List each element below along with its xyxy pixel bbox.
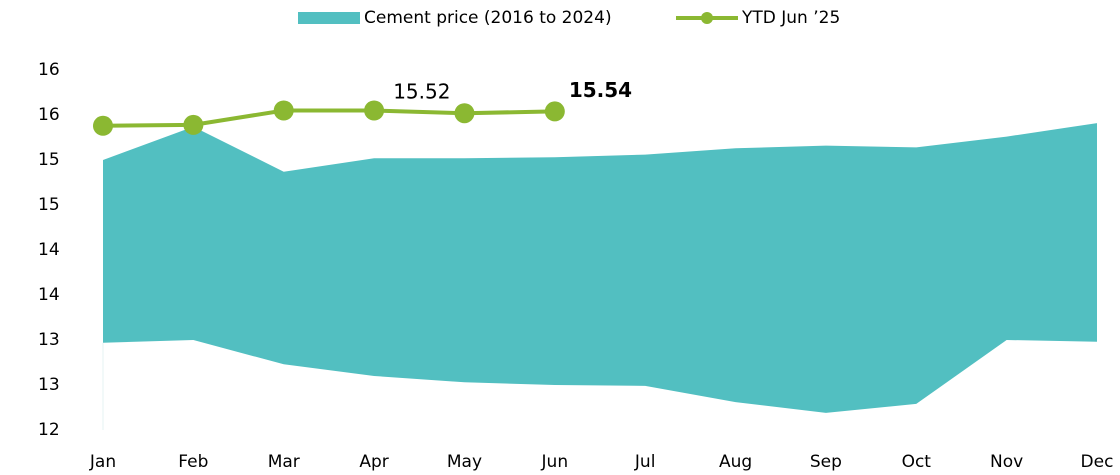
x-tick-label: Feb xyxy=(178,452,208,472)
price-band xyxy=(103,123,1097,413)
y-tick-label: 13 xyxy=(38,330,60,350)
x-tick-label: Dec xyxy=(1081,452,1114,472)
y-tick-label: 12 xyxy=(38,420,60,440)
data-label: 15.54 xyxy=(569,78,632,102)
legend-label: YTD Jun ’25 xyxy=(741,8,840,28)
ytd-point xyxy=(183,114,204,135)
x-tick-label: May xyxy=(447,452,482,472)
legend-label: Cement price (2016 to 2024) xyxy=(364,8,612,28)
ytd-point xyxy=(364,100,385,121)
legend-swatch xyxy=(701,12,713,24)
y-tick-label: 15 xyxy=(38,150,60,170)
y-tick-label: 16 xyxy=(38,105,60,125)
x-tick-label: Oct xyxy=(902,452,932,472)
x-tick-label: Jul xyxy=(634,452,656,472)
ytd-point xyxy=(93,115,113,136)
x-tick-label: Apr xyxy=(359,452,388,472)
x-tick-label: Jan xyxy=(89,452,116,472)
data-label: 15.52 xyxy=(393,80,450,104)
ytd-point xyxy=(544,101,565,122)
legend-swatch xyxy=(298,12,360,24)
y-tick-label: 14 xyxy=(38,240,60,260)
x-tick-label: Sep xyxy=(810,452,842,472)
ytd-point xyxy=(454,103,475,124)
ytd-line xyxy=(102,108,555,128)
y-tick-label: 13 xyxy=(38,375,60,395)
ytd-point xyxy=(273,100,294,121)
y-tick-label: 14 xyxy=(38,285,60,305)
x-tick-label: Nov xyxy=(990,452,1023,472)
y-tick-label: 15 xyxy=(38,195,60,215)
y-tick-label: 16 xyxy=(38,60,60,80)
x-tick-label: Aug xyxy=(719,452,752,472)
x-tick-label: Mar xyxy=(268,452,300,472)
x-tick-label: Jun xyxy=(541,452,569,472)
